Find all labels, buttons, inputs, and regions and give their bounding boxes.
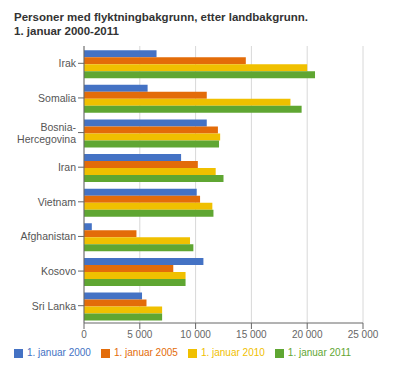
svg-text:10 000: 10 000: [180, 329, 211, 340]
html-text:1. januar 2010: 1. januar 2010: [200, 347, 265, 358]
svg-text:Somalia: Somalia: [38, 92, 76, 104]
svg-text:20 000: 20 000: [292, 329, 323, 340]
svg-text:5 000: 5 000: [127, 329, 152, 340]
html-text:1. januar 2000: 1. januar 2000: [27, 347, 91, 358]
svg-text:Vietnam: Vietnam: [38, 196, 77, 208]
svg-text:Afghanistan: Afghanistan: [21, 230, 77, 242]
svg-text:Irak: Irak: [58, 57, 76, 69]
html-text:Personer med flyktningbakgrunn: Personer med flyktningbakgrunn, etter la…: [14, 11, 308, 23]
svg-text:25 000: 25 000: [348, 329, 379, 340]
html-text:1. januar 2011: 1. januar 2011: [287, 347, 351, 358]
html-text:1. januar 2005: 1. januar 2005: [113, 347, 178, 358]
svg-text:0: 0: [81, 329, 87, 340]
svg-text:15 000: 15 000: [236, 329, 267, 340]
svg-text:Iran: Iran: [58, 161, 76, 173]
svg-text:Kosovo: Kosovo: [41, 265, 76, 277]
svg-text:Sri Lanka: Sri Lanka: [32, 300, 77, 312]
html-text:1. januar 2000-2011: 1. januar 2000-2011: [14, 25, 119, 37]
svg-text:Bosnia-Hercegovina: Bosnia-Hercegovina: [17, 121, 76, 145]
